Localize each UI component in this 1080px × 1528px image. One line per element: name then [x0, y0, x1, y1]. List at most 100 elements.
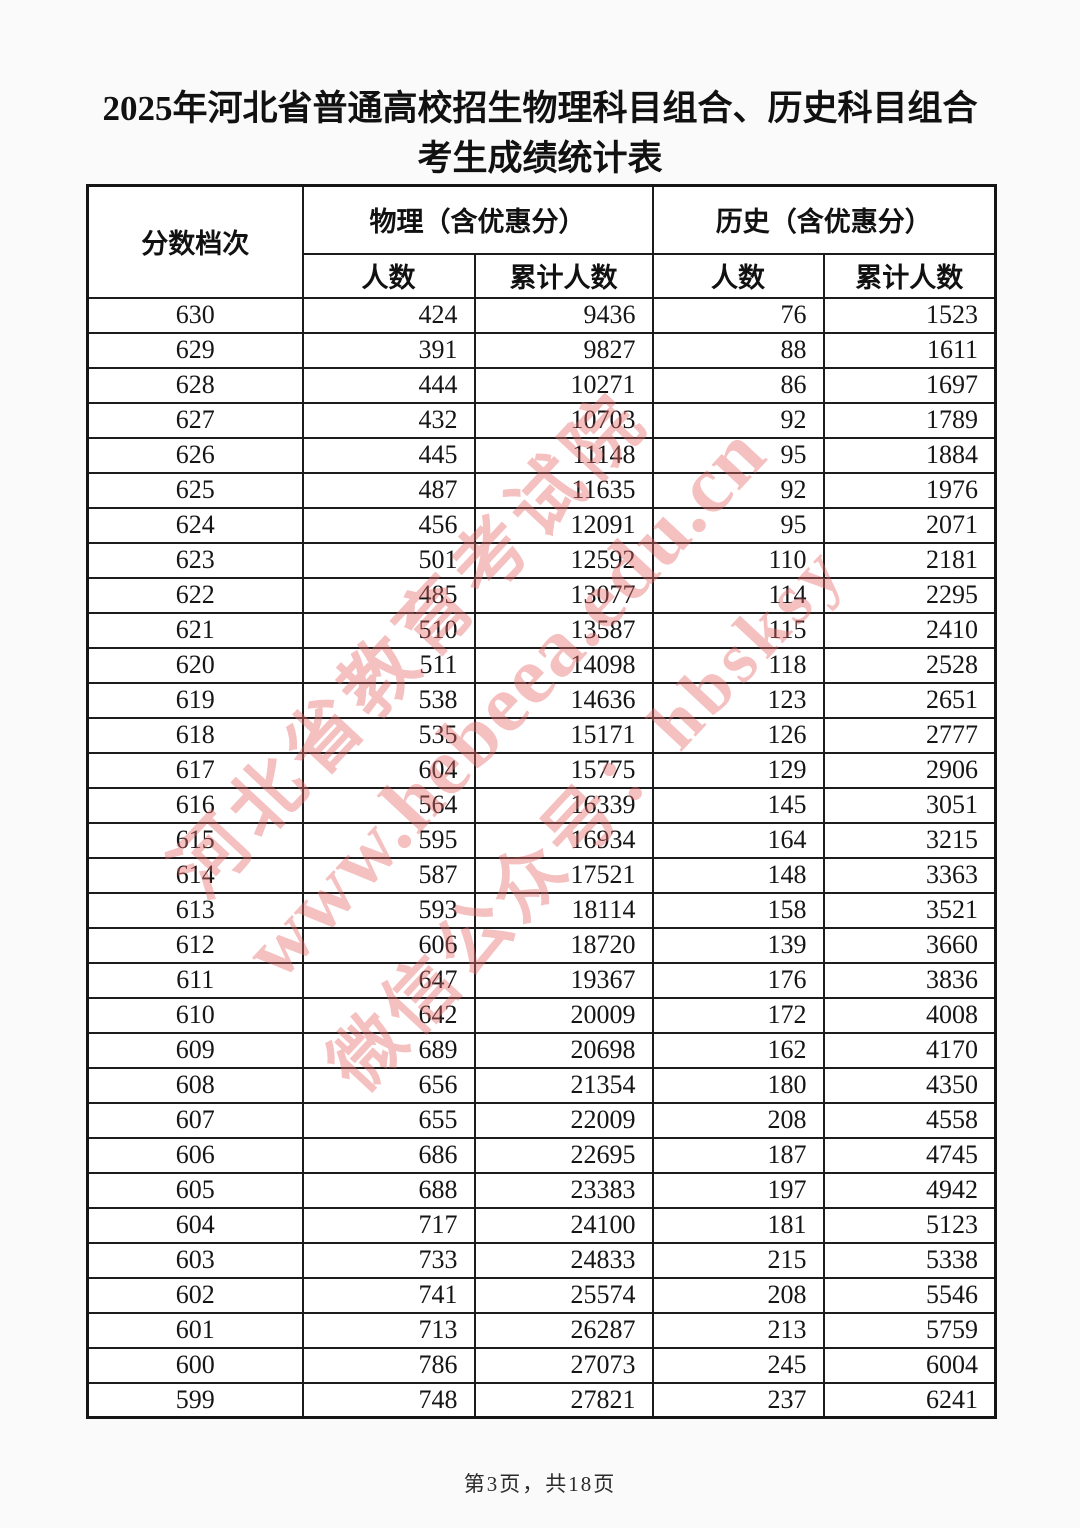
- cell-physics-count: 656: [301, 1066, 476, 1104]
- cell-physics-count: 593: [301, 891, 476, 929]
- cell-physics-count: 748: [301, 1381, 476, 1419]
- cell-score-level: 606: [86, 1136, 304, 1174]
- header-physics-cumulative: 累计人数: [473, 252, 654, 299]
- cell-history-cumulative: 5338: [822, 1241, 997, 1279]
- cell-history-count: 176: [651, 961, 825, 999]
- cell-history-count: 145: [651, 786, 825, 824]
- cell-history-cumulative: 3051: [822, 786, 997, 824]
- cell-physics-cumulative: 12592: [473, 541, 654, 579]
- table-row: 609 689 20698 162 4170: [86, 1031, 997, 1069]
- cell-history-count: 187: [651, 1136, 825, 1174]
- cell-history-count: 95: [651, 436, 825, 474]
- cell-physics-count: 535: [301, 716, 476, 754]
- page-title: 2025年河北省普通高校招生物理科目组合、历史科目组合 考生成绩统计表: [0, 84, 1080, 183]
- cell-history-cumulative: 3215: [822, 821, 997, 859]
- cell-history-count: 123: [651, 681, 825, 719]
- cell-physics-count: 595: [301, 821, 476, 859]
- cell-score-level: 626: [86, 436, 304, 474]
- cell-physics-cumulative: 27821: [473, 1381, 654, 1419]
- cell-physics-count: 741: [301, 1276, 476, 1314]
- cell-physics-cumulative: 25574: [473, 1276, 654, 1314]
- cell-physics-count: 445: [301, 436, 476, 474]
- cell-history-cumulative: 2071: [822, 506, 997, 544]
- cell-history-cumulative: 3521: [822, 891, 997, 929]
- header-history-cumulative: 累计人数: [822, 252, 997, 299]
- cell-score-level: 605: [86, 1171, 304, 1209]
- cell-physics-count: 688: [301, 1171, 476, 1209]
- cell-physics-cumulative: 11148: [473, 436, 654, 474]
- cell-history-cumulative: 1523: [822, 296, 997, 334]
- cell-history-count: 237: [651, 1381, 825, 1419]
- cell-score-level: 616: [86, 786, 304, 824]
- cell-score-level: 611: [86, 961, 304, 999]
- cell-history-count: 148: [651, 856, 825, 894]
- cell-history-count: 139: [651, 926, 825, 964]
- cell-physics-cumulative: 26287: [473, 1311, 654, 1349]
- cell-score-level: 609: [86, 1031, 304, 1069]
- cell-history-cumulative: 5123: [822, 1206, 997, 1244]
- cell-history-count: 76: [651, 296, 825, 334]
- cell-physics-count: 424: [301, 296, 476, 334]
- table-row: 624 456 12091 95 2071: [86, 506, 997, 544]
- cell-physics-cumulative: 11635: [473, 471, 654, 509]
- cell-history-cumulative: 1976: [822, 471, 997, 509]
- cell-history-count: 213: [651, 1311, 825, 1349]
- cell-physics-cumulative: 22009: [473, 1101, 654, 1139]
- table-row: 618 535 15171 126 2777: [86, 716, 997, 754]
- cell-history-count: 115: [651, 611, 825, 649]
- cell-history-cumulative: 4350: [822, 1066, 997, 1104]
- cell-physics-count: 689: [301, 1031, 476, 1069]
- table-row: 626 445 11148 95 1884: [86, 436, 997, 474]
- cell-physics-count: 510: [301, 611, 476, 649]
- cell-physics-count: 606: [301, 926, 476, 964]
- cell-physics-count: 786: [301, 1346, 476, 1384]
- cell-history-cumulative: 2528: [822, 646, 997, 684]
- header-sub-row: 人数 累计人数 人数 累计人数: [88, 252, 997, 299]
- table-row: 611 647 19367 176 3836: [86, 961, 997, 999]
- cell-score-level: 623: [86, 541, 304, 579]
- cell-physics-cumulative: 15775: [473, 751, 654, 789]
- cell-score-level: 630: [86, 296, 304, 334]
- cell-score-level: 621: [86, 611, 304, 649]
- cell-physics-count: 717: [301, 1206, 476, 1244]
- cell-physics-count: 604: [301, 751, 476, 789]
- cell-history-count: 126: [651, 716, 825, 754]
- table-row: 623 501 12592 110 2181: [86, 541, 997, 579]
- cell-history-cumulative: 5546: [822, 1276, 997, 1314]
- cell-score-level: 622: [86, 576, 304, 614]
- cell-physics-cumulative: 16934: [473, 821, 654, 859]
- cell-physics-cumulative: 22695: [473, 1136, 654, 1174]
- cell-history-cumulative: 2906: [822, 751, 997, 789]
- cell-history-cumulative: 4008: [822, 996, 997, 1034]
- cell-physics-count: 564: [301, 786, 476, 824]
- table-row: 629 391 9827 88 1611: [86, 331, 997, 369]
- cell-physics-count: 647: [301, 961, 476, 999]
- table-row: 613 593 18114 158 3521: [86, 891, 997, 929]
- cell-physics-cumulative: 16339: [473, 786, 654, 824]
- cell-physics-count: 444: [301, 366, 476, 404]
- cell-physics-count: 501: [301, 541, 476, 579]
- table-row: 614 587 17521 148 3363: [86, 856, 997, 894]
- cell-score-level: 627: [86, 401, 304, 439]
- cell-history-count: 110: [651, 541, 825, 579]
- cell-history-cumulative: 1884: [822, 436, 997, 474]
- cell-physics-cumulative: 13077: [473, 576, 654, 614]
- cell-physics-count: 713: [301, 1311, 476, 1349]
- cell-history-count: 92: [651, 401, 825, 439]
- cell-score-level: 599: [86, 1381, 304, 1419]
- cell-history-cumulative: 5759: [822, 1311, 997, 1349]
- cell-history-count: 86: [651, 366, 825, 404]
- cell-history-cumulative: 2777: [822, 716, 997, 754]
- table-row: 605 688 23383 197 4942: [86, 1171, 997, 1209]
- cell-physics-cumulative: 14636: [473, 681, 654, 719]
- cell-score-level: 617: [86, 751, 304, 789]
- table-row: 628 444 10271 86 1697: [86, 366, 997, 404]
- score-statistics-table: 分数档次 物理（含优惠分） 历史（含优惠分） 人数 累计人数 人数 累计人数 6…: [86, 184, 997, 1419]
- table-row: 621 510 13587 115 2410: [86, 611, 997, 649]
- cell-physics-cumulative: 20009: [473, 996, 654, 1034]
- header-history-count: 人数: [651, 252, 825, 299]
- cell-physics-count: 642: [301, 996, 476, 1034]
- cell-score-level: 612: [86, 926, 304, 964]
- cell-history-cumulative: 4745: [822, 1136, 997, 1174]
